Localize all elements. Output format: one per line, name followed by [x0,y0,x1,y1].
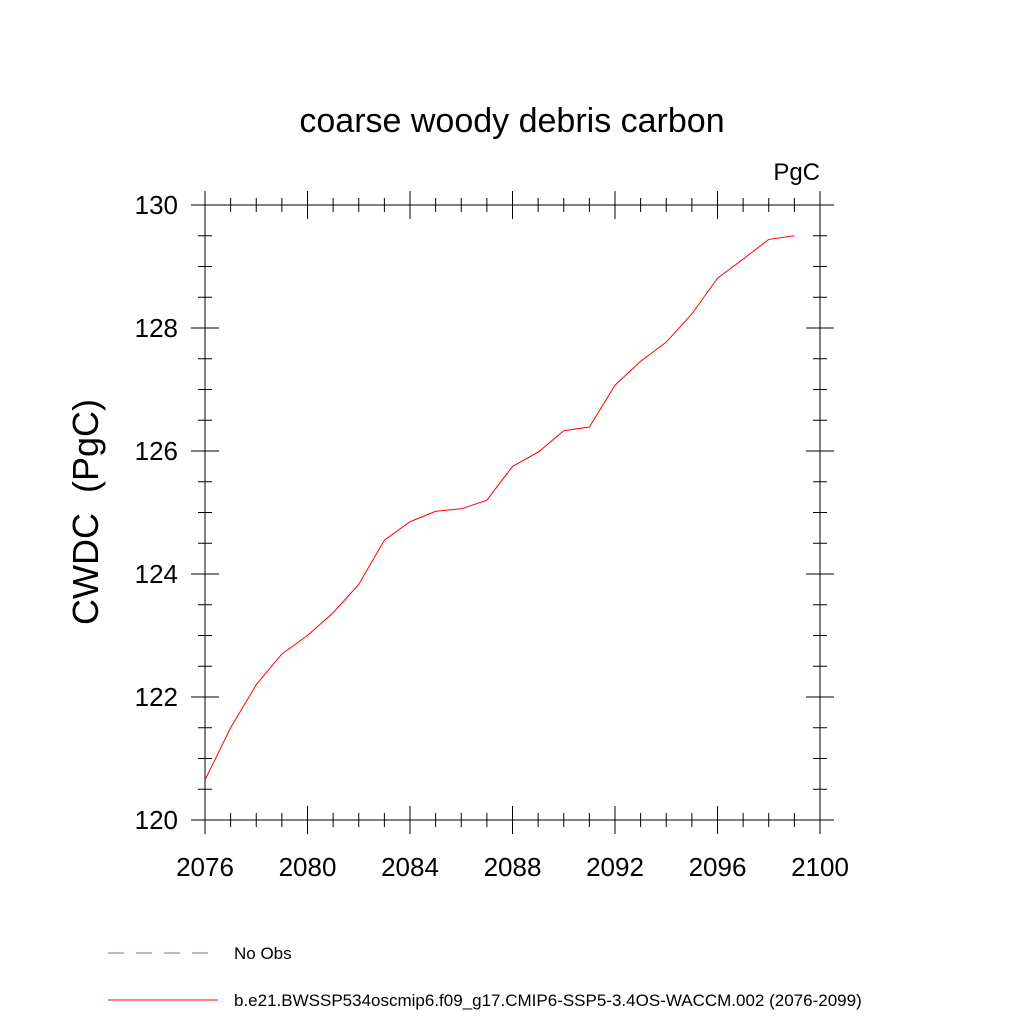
x-tick-label: 2096 [689,852,747,882]
y-axis-label: CWDC (PgC) [65,399,106,625]
chart-title: coarse woody debris carbon [299,102,724,140]
x-tick-label: 2092 [586,852,644,882]
tick-labels: 2076 2080 2084 2088 2092 2096 2100 120 122 124 126… [135,190,849,882]
units-label: PgC [773,159,820,186]
y-tick-label: 124 [135,559,178,589]
legend: No Obs b.e21.BWSSP534oscmip6.f09_g17.CMI… [108,944,862,1010]
x-tick-label: 2076 [176,852,234,882]
plot-frame [204,204,821,821]
x-tick-label: 2100 [791,852,849,882]
y-tick-label: 130 [135,190,178,220]
y-tick-label: 120 [135,805,178,835]
legend-label-no-obs: No Obs [234,944,292,963]
x-tick-label: 2080 [279,852,337,882]
y-tick-label: 126 [135,436,178,466]
y-tick-label: 128 [135,313,178,343]
legend-label-model: b.e21.BWSSP534oscmip6.f09_g17.CMIP6-SSP5… [234,991,862,1010]
series-lines [204,235,795,781]
y-tick-label: 122 [135,682,178,712]
axis-ticks [191,191,834,834]
series-line [204,235,795,781]
x-tick-label: 2088 [484,852,542,882]
x-tick-label: 2084 [381,852,439,882]
